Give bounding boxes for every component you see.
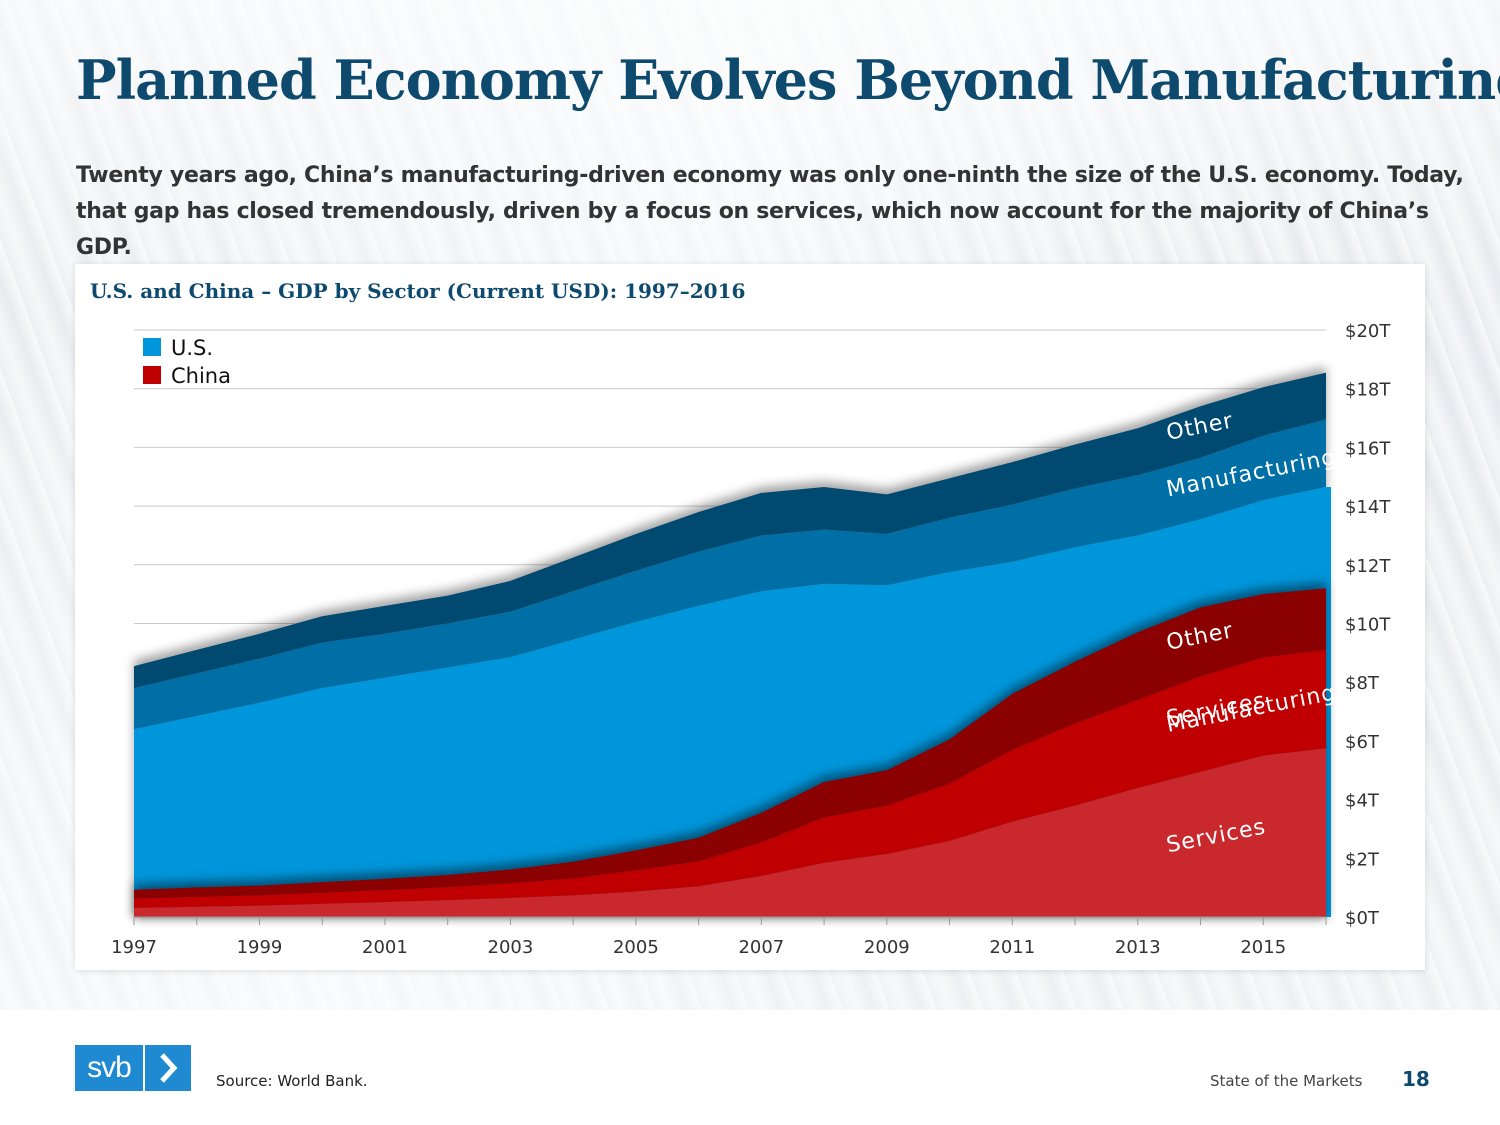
y-tick-label: $12T xyxy=(1345,556,1391,577)
source-note: Source: World Bank. xyxy=(216,1072,368,1090)
gdp-area-chart: $0T $2T $4T $6T $8T $10T $12T $14T $16T $18T $20T 1… xyxy=(111,321,1391,958)
legend-swatch xyxy=(143,338,161,356)
slide-title: Planned Economy Evolves Beyond Manufactu… xyxy=(76,48,1500,112)
y-tick-label: $20T xyxy=(1345,321,1391,342)
slide-subtitle: Twenty years ago, China’s manufacturing-… xyxy=(76,163,1464,260)
y-tick-label: $10T xyxy=(1345,615,1391,636)
china-manufacturing-area xyxy=(134,649,1326,908)
x-tick-label: 2009 xyxy=(864,937,910,958)
page-number: 18 xyxy=(1402,1067,1430,1091)
y-tick-label: $4T xyxy=(1345,791,1380,812)
x-tick-label: 2005 xyxy=(613,937,659,958)
legend-label: China xyxy=(171,364,231,388)
us-other-area xyxy=(134,372,1326,689)
x-tick-label: 2011 xyxy=(989,937,1035,958)
x-tick-label: 2003 xyxy=(488,937,534,958)
chart-title: U.S. and China – GDP by Sector (Current … xyxy=(90,279,746,303)
y-tick-label: $16T xyxy=(1345,438,1391,459)
y-tick-label: $2T xyxy=(1345,849,1380,870)
china-services-area xyxy=(134,748,1326,917)
y-tick-label: $6T xyxy=(1345,732,1380,753)
chevron-right-icon xyxy=(145,1045,191,1091)
us-services-edge xyxy=(1326,487,1331,917)
svb-logo: svb xyxy=(75,1045,191,1091)
x-tick-label: 2001 xyxy=(362,937,408,958)
footer-section-label: State of the Markets xyxy=(1210,1072,1363,1090)
y-tick-label: $8T xyxy=(1345,673,1380,694)
x-tick-label: 2007 xyxy=(738,937,784,958)
y-tick-label: $18T xyxy=(1345,380,1391,401)
x-tick-label: 2015 xyxy=(1240,937,1286,958)
y-tick-label: $14T xyxy=(1345,497,1391,518)
us-manufacturing-area xyxy=(134,419,1326,730)
x-tick-label: 2013 xyxy=(1115,937,1161,958)
legend-label: U.S. xyxy=(171,336,213,360)
china-other-area xyxy=(134,588,1326,899)
x-tick-label: 1999 xyxy=(237,937,283,958)
logo-text: svb xyxy=(75,1045,143,1091)
y-tick-label: $0T xyxy=(1345,908,1380,929)
x-tick-label: 1997 xyxy=(111,937,157,958)
legend-swatch xyxy=(143,366,161,384)
footer xyxy=(0,1010,1500,1125)
